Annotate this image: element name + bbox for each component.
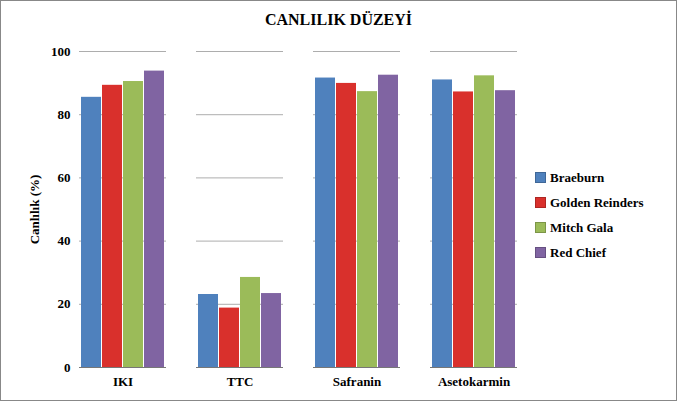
svg-text:IKI: IKI bbox=[113, 374, 133, 389]
svg-text:20: 20 bbox=[58, 296, 71, 311]
html-text:Mitch Gala: Mitch Gala bbox=[550, 219, 614, 235]
svg-text:TTC: TTC bbox=[227, 374, 254, 389]
html-text:CANLILIK DÜZEYİ: CANLILIK DÜZEYİ bbox=[264, 11, 413, 28]
html-text:Golden Reinders: Golden Reinders bbox=[550, 194, 644, 210]
svg-text:80: 80 bbox=[58, 107, 71, 122]
svg-text:0: 0 bbox=[64, 360, 71, 375]
svg-text:Safranin: Safranin bbox=[333, 374, 382, 389]
svg-text:60: 60 bbox=[58, 170, 71, 185]
svg-text:100: 100 bbox=[51, 44, 71, 59]
svg-text:Canlılık (%): Canlılık (%) bbox=[27, 175, 42, 245]
html-text:Braeburn: Braeburn bbox=[550, 169, 605, 185]
svg-text:Asetokarmin: Asetokarmin bbox=[438, 374, 511, 389]
svg-text:40: 40 bbox=[58, 233, 71, 248]
html-text:Red Chief: Red Chief bbox=[550, 244, 606, 260]
